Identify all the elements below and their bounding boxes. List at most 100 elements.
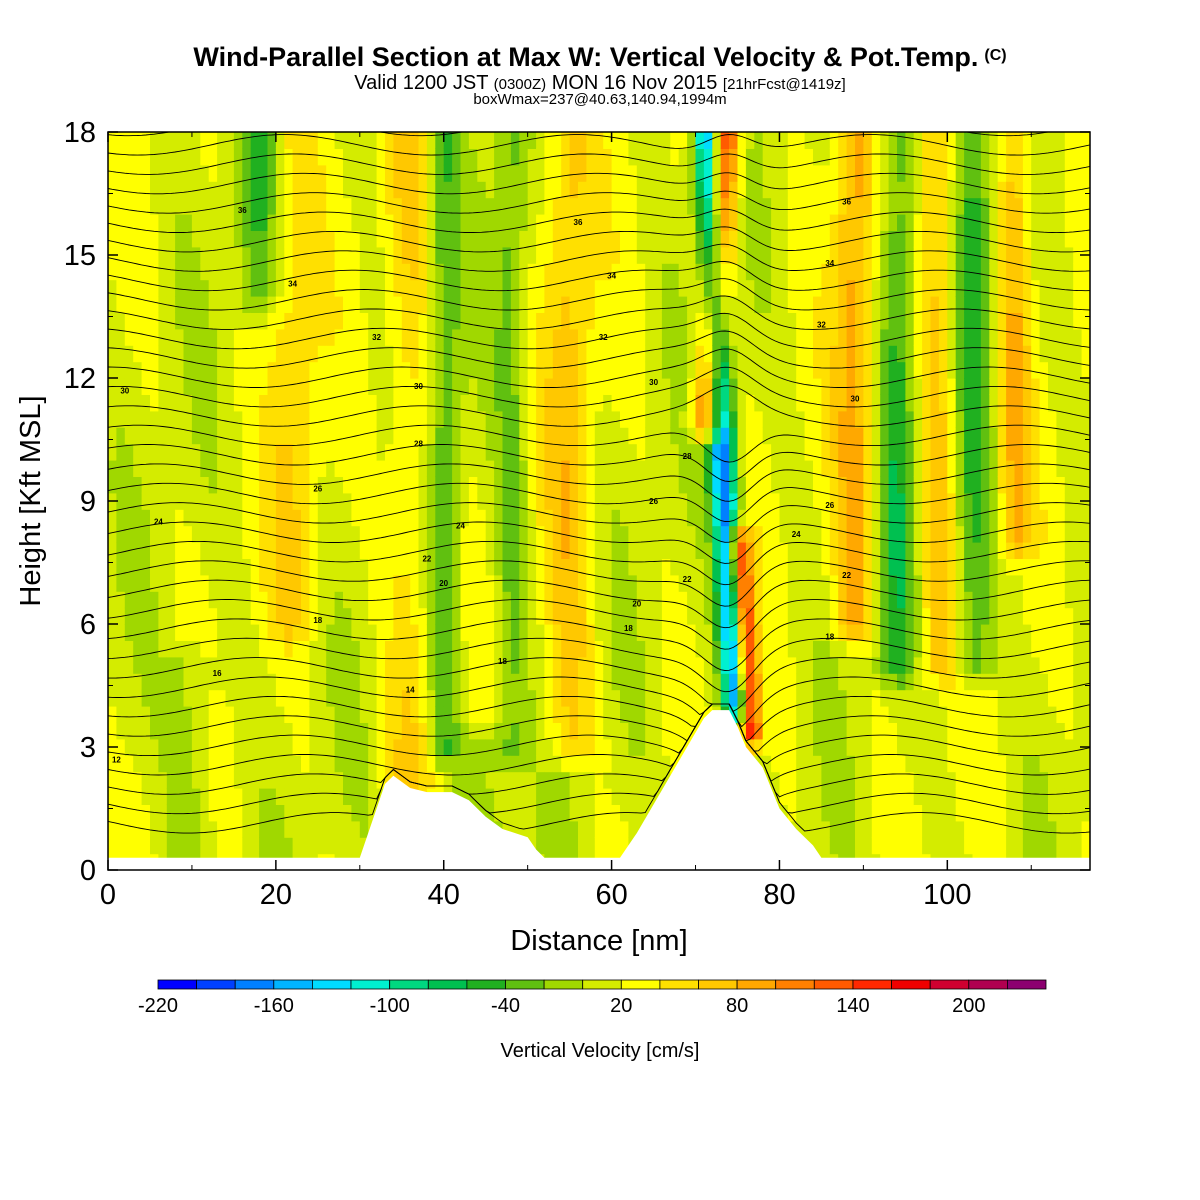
w-cell <box>594 197 604 215</box>
w-cell <box>410 492 420 510</box>
w-cell <box>972 607 982 625</box>
w-cell <box>720 410 730 428</box>
w-cell <box>376 361 386 379</box>
w-cell <box>259 624 269 641</box>
w-cell <box>930 640 940 658</box>
w-cell <box>343 328 352 346</box>
w-cell <box>468 706 478 723</box>
w-cell <box>930 788 940 805</box>
w-cell <box>871 296 881 313</box>
w-cell <box>326 361 336 379</box>
w-cell <box>821 706 831 723</box>
w-cell <box>435 492 445 510</box>
w-cell <box>443 624 453 641</box>
w-cell <box>796 181 806 199</box>
w-cell <box>1022 279 1032 297</box>
w-cell <box>552 624 562 641</box>
w-cell <box>225 624 235 641</box>
w-cell <box>678 132 688 149</box>
w-cell <box>452 460 462 477</box>
w-cell <box>385 476 394 494</box>
w-cell <box>267 804 277 822</box>
w-cell <box>351 788 361 805</box>
w-cell <box>1031 542 1041 559</box>
w-cell <box>947 214 957 231</box>
w-cell <box>745 574 755 592</box>
w-cell <box>460 361 470 379</box>
w-cell <box>292 181 302 199</box>
w-cell <box>368 624 378 641</box>
w-cell <box>1031 755 1041 773</box>
w-cell <box>628 492 638 510</box>
w-cell <box>813 361 822 379</box>
w-cell <box>301 722 310 740</box>
w-cell <box>947 427 957 445</box>
w-cell <box>452 574 462 592</box>
w-cell <box>510 542 520 559</box>
w-cell <box>972 132 982 149</box>
w-cell <box>997 509 1007 527</box>
w-cell <box>435 722 445 740</box>
w-cell <box>796 673 806 691</box>
w-cell <box>829 755 839 773</box>
w-cell <box>737 689 747 707</box>
w-cell <box>385 525 394 543</box>
w-cell <box>787 394 797 412</box>
w-cell <box>720 296 730 313</box>
w-cell <box>334 558 344 576</box>
w-cell <box>1022 214 1032 231</box>
w-cell <box>712 279 722 297</box>
w-cell <box>855 148 864 166</box>
w-cell <box>443 279 453 297</box>
w-cell <box>108 525 117 543</box>
w-cell <box>267 574 277 592</box>
w-cell <box>578 837 587 855</box>
w-cell <box>468 312 478 330</box>
w-cell <box>309 755 319 773</box>
w-cell <box>494 574 504 592</box>
w-cell <box>208 148 218 166</box>
w-cell <box>426 574 436 592</box>
w-cell <box>544 624 554 641</box>
w-cell <box>183 132 193 149</box>
w-cell <box>393 460 403 477</box>
w-cell <box>821 673 831 691</box>
w-cell <box>292 197 302 215</box>
w-cell <box>569 164 579 182</box>
w-cell <box>922 820 932 838</box>
w-cell <box>829 607 839 625</box>
w-cell <box>913 820 923 838</box>
w-cell <box>888 722 898 740</box>
w-cell <box>233 706 243 723</box>
w-cell <box>301 476 310 494</box>
w-cell <box>578 279 587 297</box>
w-cell <box>737 263 747 281</box>
w-cell <box>964 673 974 691</box>
w-cell <box>955 378 965 395</box>
w-cell <box>804 788 814 805</box>
w-cell <box>796 706 806 723</box>
w-cell <box>871 722 881 740</box>
w-cell <box>267 738 277 756</box>
w-cell <box>485 788 495 805</box>
w-cell <box>897 837 906 855</box>
w-cell <box>846 378 856 395</box>
w-cell <box>494 755 504 773</box>
w-cell <box>275 214 285 231</box>
w-cell <box>175 148 185 166</box>
w-cell <box>779 624 789 641</box>
w-cell <box>922 246 932 264</box>
w-cell <box>905 492 915 510</box>
w-cell <box>544 706 554 723</box>
w-cell <box>594 279 604 297</box>
w-cell <box>989 361 999 379</box>
w-cell <box>787 722 797 740</box>
w-cell <box>385 509 394 527</box>
w-cell <box>133 771 143 789</box>
w-cell <box>267 771 277 789</box>
w-cell <box>477 656 487 674</box>
w-cell <box>905 476 915 494</box>
w-cell <box>410 394 420 412</box>
w-cell <box>401 722 411 740</box>
w-cell <box>309 230 319 248</box>
